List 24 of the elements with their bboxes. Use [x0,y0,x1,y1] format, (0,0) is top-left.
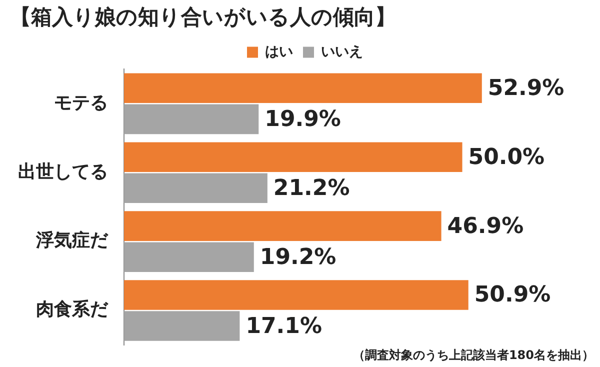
bar [124,104,259,134]
data-label: 46.9% [447,214,524,239]
bar [124,73,482,104]
y-tick-label: モテる [54,92,108,114]
data-label: 17.1% [246,314,322,339]
bar [124,173,268,204]
legend-label: はい [265,44,293,60]
bar [124,142,462,172]
legend-label: いいえ [321,44,363,60]
data-label: 50.9% [474,282,551,308]
bar [124,211,442,241]
bar [124,311,240,341]
bar [124,242,254,272]
y-tick-label: 肉食系だ [36,299,109,320]
y-tick-label: 浮気症だ [35,230,109,252]
chart-title: 【箱入り娘の知り合いがいる人の傾向】 [10,5,396,30]
data-label: 52.9% [488,76,564,101]
y-tick-label: 出世してる [18,161,108,182]
data-label: 21.2% [273,176,350,201]
text: （調査対象のうち上記該当者180名を抽出） [352,348,594,362]
bar [124,280,468,310]
data-label: 19.9% [264,106,341,132]
data-label: 19.2% [260,244,336,270]
data-label: 50.0% [468,144,545,170]
